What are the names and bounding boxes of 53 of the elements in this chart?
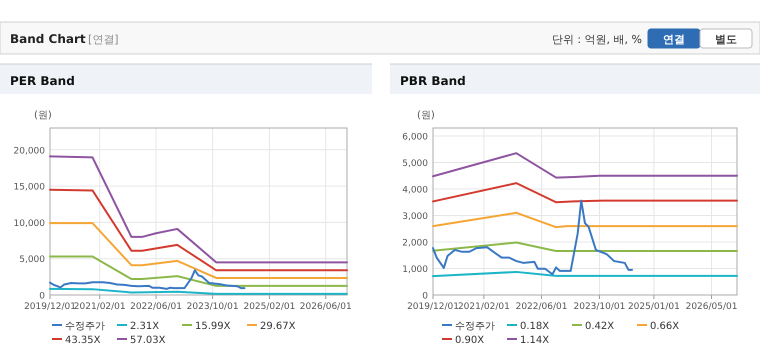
- y-tick-label: 4,000: [402, 185, 428, 196]
- legend-label: 29.67X: [260, 321, 296, 332]
- y-tick-label: 0: [422, 292, 428, 302]
- chart-title: PER Band: [10, 74, 75, 88]
- legend-label: 1.14X: [520, 335, 550, 346]
- text: Band Chart: [10, 32, 86, 46]
- legend-label: 수정주가: [455, 321, 495, 332]
- x-tick-label: 2025/02/01: [243, 302, 296, 312]
- line-series: [49, 155, 348, 264]
- x-tick-label: 2023/10/01: [186, 302, 239, 312]
- y-tick-label: 20,000: [14, 146, 46, 156]
- x-tick-label: 2026/06/01: [300, 302, 352, 312]
- chart-title: PBR Band: [400, 74, 466, 88]
- line-series: [49, 188, 348, 272]
- legend-label: 수정주가: [65, 321, 105, 332]
- text: 별도: [715, 33, 737, 46]
- legend-label: 0.18X: [520, 321, 550, 332]
- text: [연결]: [88, 33, 119, 46]
- line-series: [49, 256, 348, 287]
- x-tick-label: 2026/05/01: [686, 302, 738, 312]
- y-axis-title: (원): [34, 110, 52, 121]
- y-tick-label: 10,000: [14, 218, 46, 229]
- legend-label: 0.90X: [455, 335, 484, 346]
- y-tick-label: 5,000: [402, 158, 428, 169]
- y-tick-label: 5,000: [19, 255, 46, 266]
- x-tick-label: 2019/12/01: [24, 302, 76, 312]
- text: 연결: [663, 33, 685, 46]
- y-axis-title: (원): [417, 110, 435, 121]
- y-tick-label: 2,000: [402, 238, 428, 248]
- y-tick-label: 15,000: [14, 182, 46, 193]
- x-tick-label: 2022/06/01: [130, 302, 182, 312]
- legend-label: 2.31X: [130, 321, 160, 332]
- line-series: [432, 182, 738, 204]
- legend-label: 0.66X: [650, 321, 680, 332]
- text: 단위 : 억원, 배, %: [552, 33, 642, 46]
- x-tick-label: 2019/12/01: [407, 302, 459, 312]
- y-tick-label: 3,000: [402, 212, 428, 222]
- legend-label: 43.35X: [65, 335, 101, 346]
- x-tick-label: 2025/01/01: [628, 302, 680, 312]
- line-series: [49, 222, 348, 279]
- x-tick-label: 2023/10/01: [574, 302, 626, 312]
- line-series: [432, 152, 738, 179]
- x-tick-label: 2021/02/01: [74, 302, 126, 312]
- line-series: [49, 269, 246, 290]
- y-tick-label: 0: [39, 292, 46, 302]
- legend-label: 0.42X: [585, 321, 614, 332]
- legend-label: 57.03X: [130, 335, 166, 346]
- x-tick-label: 2021/02/01: [458, 302, 510, 312]
- line-series: [432, 200, 634, 276]
- y-tick-label: 1,000: [402, 264, 428, 275]
- y-tick-label: 6,000: [402, 132, 428, 142]
- x-tick-label: 2022/06/01: [516, 302, 568, 312]
- legend-label: 15.99X: [195, 321, 231, 332]
